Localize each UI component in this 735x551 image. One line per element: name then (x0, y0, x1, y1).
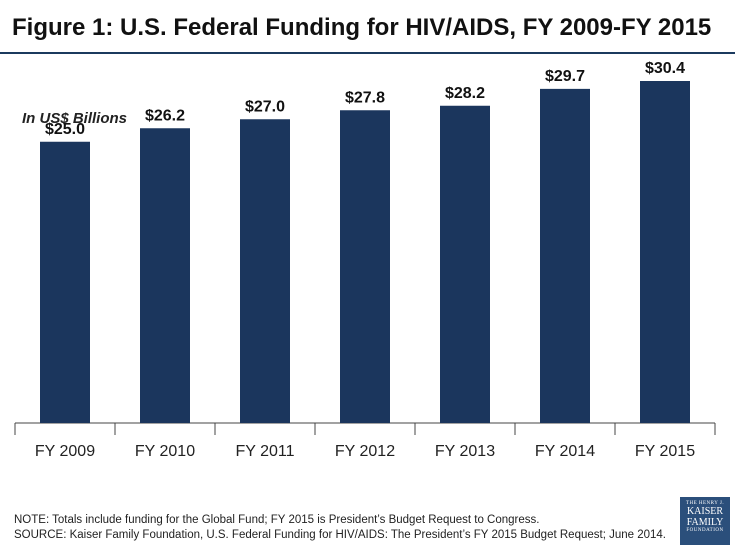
data-label: $26.2 (145, 107, 185, 124)
bar-fy-2015 (640, 81, 690, 423)
logo-line-4: FOUNDATION (686, 528, 724, 533)
logo-line-2: KAISER (686, 506, 724, 517)
x-tick-label: FY 2014 (535, 443, 595, 460)
footnote-source: SOURCE: Kaiser Family Foundation, U.S. F… (14, 529, 667, 541)
bar-fy-2014 (540, 88, 590, 423)
data-label: $29.7 (545, 68, 585, 85)
data-label: $27.8 (345, 89, 385, 106)
bar-chart: $25.0 FY 2009 $26.2 FY 2010 $27.0 FY 2011 $27.… (14, 60, 716, 460)
x-tick-label: FY 2015 (635, 443, 695, 460)
x-tick-label: FY 2013 (435, 443, 495, 460)
logo-line-3: FAMILY (686, 517, 724, 528)
x-tick-label: FY 2009 (35, 443, 95, 460)
x-tick-label: FY 2011 (235, 443, 294, 460)
data-label: $27.0 (245, 98, 285, 115)
x-tick-label: FY 2010 (135, 443, 195, 460)
units-label: In US$ Billions (22, 110, 128, 127)
footnote-note: NOTE: Totals include funding for the Glo… (14, 514, 540, 526)
data-label: $30.4 (645, 60, 685, 77)
bar-fy-2011 (240, 119, 290, 423)
title-divider (0, 52, 735, 54)
x-tick-label: FY 2012 (335, 443, 395, 460)
footnote: NOTE: Totals include funding for the Glo… (14, 513, 666, 543)
bar-fy-2012 (340, 110, 390, 423)
bar-fy-2009 (40, 141, 90, 423)
bar-fy-2013 (440, 105, 490, 423)
data-label: $25.0 (45, 121, 85, 138)
bar-fy-2010 (140, 128, 190, 423)
kff-logo: THE HENRY J. KAISER FAMILY FOUNDATION (680, 497, 730, 545)
data-label: $28.2 (445, 85, 485, 102)
logo-line-1: THE HENRY J. (685, 501, 725, 506)
chart-title: Figure 1: U.S. Federal Funding for HIV/A… (12, 14, 712, 41)
